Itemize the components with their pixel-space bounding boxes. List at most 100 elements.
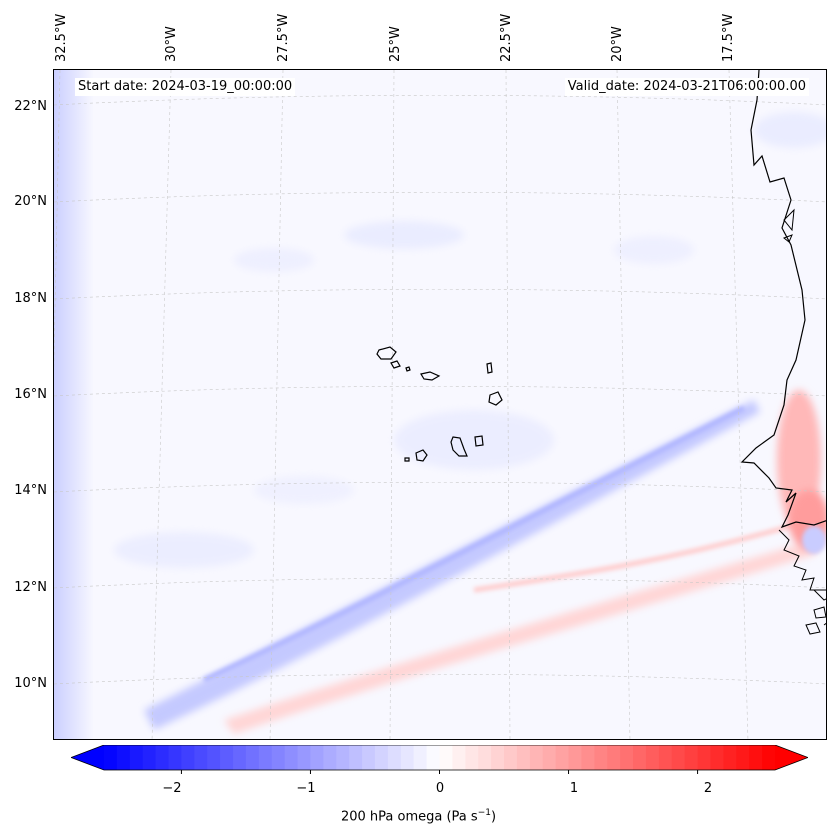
colorbar-step xyxy=(387,745,402,770)
colorbar-step xyxy=(658,745,673,770)
colorbar-step xyxy=(736,745,750,770)
omega-field-map xyxy=(54,70,826,739)
colorbar-step xyxy=(142,745,157,770)
patch xyxy=(394,410,554,470)
colorbar-step xyxy=(220,745,234,770)
colorbar-step xyxy=(568,745,583,770)
lat-label-14n: 14°N xyxy=(14,483,47,498)
colorbar-step xyxy=(181,745,195,770)
negative-omega-band xyxy=(144,400,760,730)
island-sal xyxy=(486,362,493,374)
patch xyxy=(754,112,826,148)
colorbar-step xyxy=(594,745,608,770)
lat-line-18n xyxy=(54,288,826,300)
colorbar-tick-2: 2 xyxy=(703,781,713,796)
island-sao-nicolau xyxy=(420,371,441,381)
colorbar-tick-1: 1 xyxy=(569,781,579,796)
colorbar-tick-0: 0 xyxy=(435,781,445,796)
lon-label-27-5w: 27.5°W xyxy=(276,13,291,62)
lon-label-30w: 30°W xyxy=(164,26,179,62)
colorbar-step xyxy=(323,745,337,770)
field-background xyxy=(54,70,826,739)
colorbar-step xyxy=(749,745,763,770)
colorbar-step xyxy=(439,745,453,770)
colorbar-step xyxy=(723,745,737,770)
colorbar-step xyxy=(129,745,144,770)
cape-verde-islands xyxy=(376,346,503,462)
colorbar-step xyxy=(194,745,208,770)
colorbar-step xyxy=(452,745,466,770)
colorbar-units: Pa s xyxy=(451,809,478,825)
lon-line-30w xyxy=(151,70,172,739)
lat-line-20n xyxy=(54,191,826,203)
gambia-casamance-coast xyxy=(778,529,826,591)
lat-line-16n xyxy=(54,385,826,397)
colorbar-step xyxy=(620,745,634,770)
colorbar xyxy=(71,745,808,774)
lat-label-16n: 16°N xyxy=(14,387,47,402)
island-boa-vista xyxy=(488,391,503,406)
start-date-label: Start date: 2024-03-19_00:00:00 xyxy=(75,78,296,96)
island-sao-vicente xyxy=(390,360,401,369)
colorbar-step xyxy=(207,745,221,770)
colorbar-step xyxy=(607,745,621,770)
island-santa-luzia xyxy=(405,366,411,372)
positive-omega-band-upper xyxy=(473,522,795,593)
colorbar-step xyxy=(168,745,183,770)
colorbar-variable: 200 hPa omega xyxy=(340,809,443,825)
colorbar-step xyxy=(310,745,324,770)
colorbar-step xyxy=(697,745,712,770)
colorbar-label: 200 hPa omega (Pa s−1) xyxy=(340,808,497,825)
colorbar-step xyxy=(271,745,286,770)
colorbar-units-exponent: −1 xyxy=(477,808,491,818)
guinea-bissau-coast xyxy=(813,589,826,626)
patch xyxy=(254,476,354,504)
lon-label-17-5w: 17.5°W xyxy=(721,13,736,62)
map-panel[interactable] xyxy=(53,69,827,740)
valid-date-label: Valid_date: 2024-03-21T06:00:00.00 xyxy=(564,78,809,96)
graticule xyxy=(54,70,826,739)
colorbar-step xyxy=(491,745,505,770)
colorbar-step xyxy=(374,745,389,770)
colorbar-step xyxy=(245,745,260,770)
colorbar-step xyxy=(684,745,699,770)
positive-omega-band xyxy=(224,540,816,734)
colorbar-step xyxy=(529,745,544,770)
colorbar-step xyxy=(336,745,350,770)
patch xyxy=(114,532,254,568)
lat-label-22n: 22°N xyxy=(14,99,47,114)
coastal-negative-spot xyxy=(802,526,826,554)
island-fogo xyxy=(415,449,428,462)
lon-line-22-5w xyxy=(505,70,511,739)
colorbar-step xyxy=(478,745,492,770)
colorbar-step xyxy=(400,745,415,770)
lat-label-18n: 18°N xyxy=(14,291,47,306)
colorbar-extend-max xyxy=(775,745,808,770)
colorbar-step xyxy=(465,745,479,770)
colorbar-step xyxy=(581,745,595,770)
colorbar-step xyxy=(233,745,247,770)
colorbar-step xyxy=(116,745,131,770)
lon-label-25w: 25°W xyxy=(388,26,403,62)
lon-line-27-5w xyxy=(269,70,284,739)
colorbar-tick-minus-1: −1 xyxy=(296,781,316,796)
colorbar-extend-min xyxy=(71,745,104,770)
colorbar-step xyxy=(645,745,660,770)
colorbar-tick-minus-2: −2 xyxy=(162,781,182,796)
colorbar-step xyxy=(349,745,363,770)
bijagos-islands xyxy=(805,606,826,635)
negative-omega-band-core xyxy=(202,405,746,683)
lat-line-10n xyxy=(54,673,826,685)
lat-label-12n: 12°N xyxy=(14,580,47,595)
lon-label-20w: 20°W xyxy=(610,26,625,62)
lat-line-14n xyxy=(54,481,826,493)
colorbar-step xyxy=(671,745,686,770)
african-coastline xyxy=(740,70,826,529)
lon-label-22-5w: 22.5°W xyxy=(499,13,514,62)
lon-line-17-5w xyxy=(728,70,749,739)
colorbar-step xyxy=(710,745,724,770)
colorbar-step xyxy=(762,745,776,770)
patch xyxy=(344,221,464,249)
banc-d-arguin-islets xyxy=(783,208,795,243)
colorbar-step xyxy=(104,745,118,770)
